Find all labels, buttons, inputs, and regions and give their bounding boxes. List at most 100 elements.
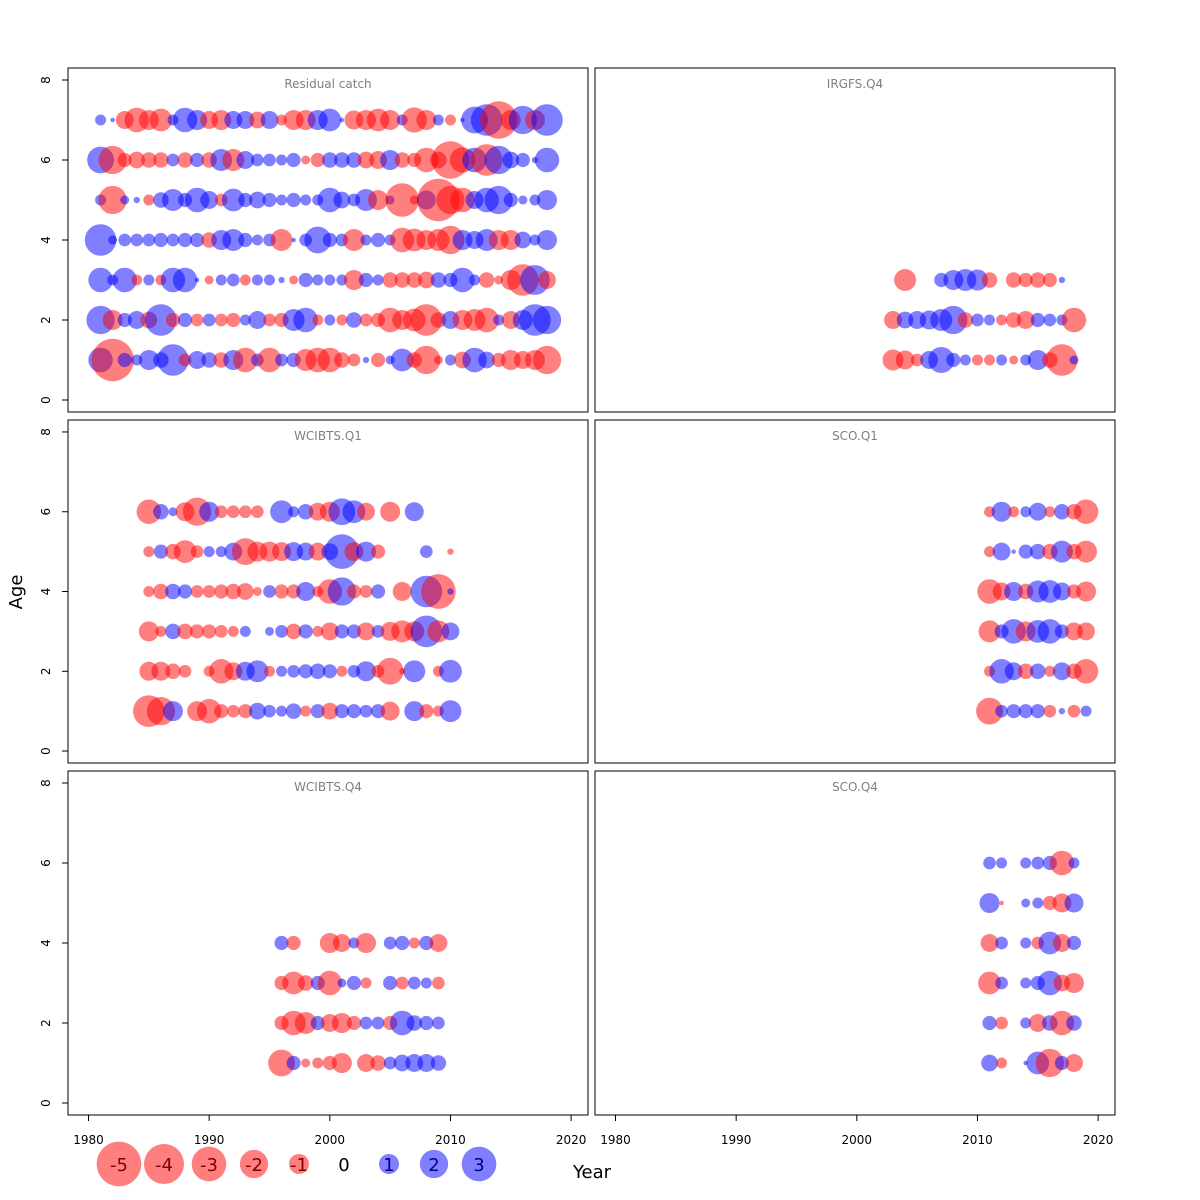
bubble [293, 307, 318, 333]
bubble [276, 705, 288, 717]
bubble [406, 272, 423, 288]
bubble [143, 546, 155, 558]
bubble [419, 935, 434, 951]
bubble [177, 232, 193, 248]
bubble [165, 623, 181, 640]
bubble [332, 934, 351, 952]
bubble [1035, 1048, 1064, 1078]
bubble [346, 975, 362, 991]
bubble [394, 272, 410, 288]
bubble [380, 501, 401, 522]
bubble [131, 274, 143, 286]
bubble [995, 976, 1008, 990]
x-tick-label: 1990 [194, 1133, 225, 1147]
bubble [177, 312, 193, 328]
bubble [190, 624, 205, 639]
bubble [112, 267, 137, 293]
bubble [395, 976, 409, 990]
bubble [1032, 897, 1044, 909]
bubble [304, 226, 332, 254]
bubble [246, 660, 269, 683]
bubble [981, 272, 998, 288]
bubble [357, 1054, 375, 1072]
bubble [268, 1049, 295, 1077]
bubble [130, 233, 144, 247]
bubble [439, 700, 462, 723]
bubble [1027, 350, 1048, 370]
bubble [162, 189, 184, 211]
bubble [331, 1013, 352, 1033]
bubble [145, 304, 177, 336]
bubble [98, 145, 127, 175]
bubble [382, 272, 398, 288]
legend-label: 3 [473, 1155, 484, 1176]
bubble [514, 231, 532, 249]
bubble [296, 582, 316, 601]
bubble [233, 347, 258, 373]
bubble [214, 505, 228, 519]
bubble [162, 701, 183, 722]
bubble [275, 353, 288, 367]
bubble [322, 232, 337, 248]
bubble [503, 192, 518, 208]
bubble [128, 151, 146, 169]
bubble [324, 274, 336, 286]
bubble [430, 272, 447, 288]
bubble [324, 314, 336, 326]
bubble [1054, 1055, 1069, 1071]
x-tick-label: 2010 [435, 1133, 466, 1147]
bubble [895, 350, 915, 370]
bubble [1005, 272, 1022, 288]
bubble [238, 704, 253, 719]
bubble [1061, 307, 1087, 333]
legend-label: -2 [245, 1155, 263, 1176]
bubble [1004, 582, 1024, 601]
bubble [420, 977, 432, 989]
bubble [996, 314, 1008, 326]
bubble [1021, 898, 1031, 908]
legend-bubble [289, 1154, 309, 1174]
bubble [317, 187, 343, 213]
bubble [380, 150, 401, 170]
bubble [1005, 312, 1022, 328]
bubble [347, 353, 361, 367]
bubble [518, 195, 528, 205]
bubble [359, 585, 373, 598]
bubble [312, 1057, 324, 1069]
bubble [484, 185, 513, 215]
bubble [357, 622, 375, 641]
x-tick-label: 1990 [721, 1133, 752, 1147]
bubble [532, 305, 562, 335]
bubble [177, 584, 193, 599]
bubble [285, 703, 302, 719]
bubble [394, 152, 410, 168]
bubble [493, 314, 505, 326]
bubble [225, 583, 242, 600]
bubble [1058, 707, 1066, 715]
bubble [346, 152, 362, 168]
bubble [414, 147, 439, 173]
bubble [894, 269, 917, 291]
bubble [1050, 540, 1073, 563]
bubble [1006, 704, 1021, 719]
bubble [342, 229, 365, 251]
bubble [1020, 506, 1032, 518]
bubble [991, 501, 1012, 522]
y-tick-label: 2 [39, 316, 53, 324]
bubble [417, 1054, 436, 1072]
bubble [190, 545, 204, 558]
bubble [298, 624, 313, 639]
panel-frame [594, 419, 1116, 764]
bubble [274, 935, 289, 951]
y-tick-label: 4 [39, 236, 53, 244]
bubble [202, 624, 217, 639]
bubble [412, 345, 441, 375]
bubble [1030, 272, 1046, 288]
bubble [429, 934, 448, 952]
bubble [239, 625, 251, 637]
bubble [421, 574, 456, 609]
bubble [143, 586, 155, 597]
bubble [202, 313, 216, 327]
bubble [117, 152, 132, 168]
bubble [995, 1016, 1008, 1030]
